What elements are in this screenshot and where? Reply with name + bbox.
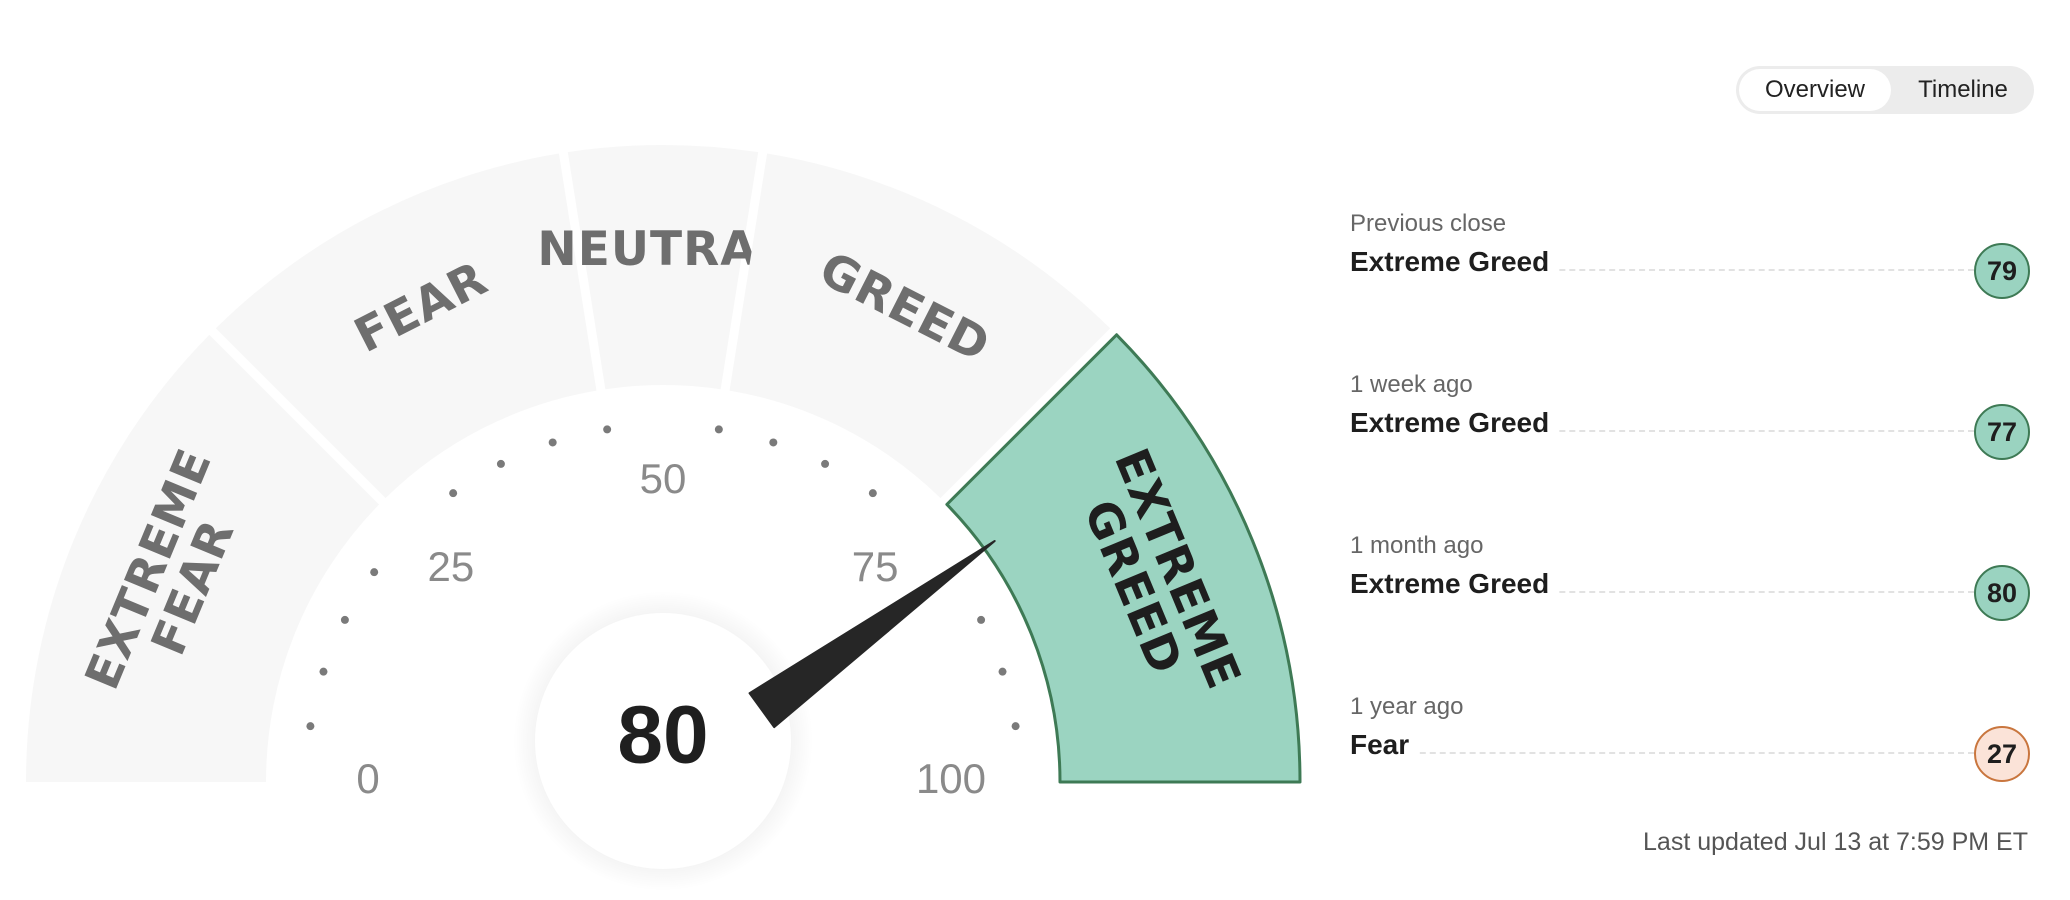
gauge-segment-greed: GREED bbox=[729, 153, 1111, 499]
scale-dot bbox=[998, 667, 1007, 676]
segment-band bbox=[26, 334, 380, 782]
dashed-leader bbox=[1360, 269, 1974, 271]
history-period: 1 week ago bbox=[1350, 371, 1473, 398]
tick-label-0: 0 bbox=[356, 755, 379, 802]
tick-label-50: 50 bbox=[640, 455, 687, 502]
history-value-badge: 77 bbox=[1974, 404, 2030, 460]
segment-band bbox=[215, 153, 597, 499]
history-rating: Extreme Greed bbox=[1350, 246, 1560, 278]
history-value-badge: 80 bbox=[1974, 565, 2030, 621]
gauge-needle bbox=[748, 540, 996, 729]
current-score: 80 bbox=[617, 690, 708, 781]
history-rating: Extreme Greed bbox=[1350, 407, 1560, 439]
scale-dot bbox=[714, 425, 723, 434]
history-row-1-week: 1 week ago Extreme Greed 77 bbox=[1350, 371, 2030, 532]
history-value-badge: 27 bbox=[1974, 726, 2030, 782]
scale-dot bbox=[603, 425, 612, 434]
tab-overview[interactable]: Overview bbox=[1739, 69, 1891, 111]
scale-dot bbox=[1011, 722, 1020, 731]
history-period: Previous close bbox=[1350, 210, 1507, 237]
scale-dot bbox=[306, 722, 315, 731]
tick-label-100: 100 bbox=[916, 755, 986, 802]
gauge-segment-fear: FEAR bbox=[215, 153, 597, 499]
scale-dot bbox=[977, 615, 986, 624]
dashed-leader bbox=[1360, 430, 1974, 432]
scale-dot bbox=[769, 438, 778, 447]
scale-dot bbox=[821, 459, 830, 468]
dashed-leader bbox=[1360, 591, 1974, 593]
history-value-badge: 79 bbox=[1974, 243, 2030, 299]
historical-values: Previous close Extreme Greed 79 1 week a… bbox=[1350, 210, 2030, 854]
segment-label-neutral: NEUTRAL bbox=[537, 222, 788, 277]
tab-timeline[interactable]: Timeline bbox=[1918, 76, 2008, 103]
scale-dot bbox=[319, 667, 328, 676]
scale-dot bbox=[496, 459, 505, 468]
history-rating: Fear bbox=[1350, 729, 1420, 761]
history-row-previous-close: Previous close Extreme Greed 79 bbox=[1350, 210, 2030, 371]
gauge-segment-neutral: NEUTRAL bbox=[537, 145, 788, 390]
history-row-1-month: 1 month ago Extreme Greed 80 bbox=[1350, 532, 2030, 693]
scale-dot bbox=[449, 489, 458, 498]
tick-label-25: 25 bbox=[428, 543, 475, 590]
tick-label-75: 75 bbox=[852, 543, 899, 590]
last-updated-text: Last updated Jul 13 at 7:59 PM ET bbox=[1643, 828, 2028, 856]
segment-band bbox=[567, 145, 759, 390]
gauge-segment-extreme-greed: EXTREMEGREED bbox=[945, 333, 1302, 784]
scale-dot bbox=[340, 615, 349, 624]
history-rating: Extreme Greed bbox=[1350, 568, 1560, 600]
segment-band bbox=[729, 153, 1111, 499]
history-period: 1 year ago bbox=[1350, 693, 1464, 720]
scale-dot bbox=[370, 568, 379, 577]
dashed-leader bbox=[1360, 752, 1974, 754]
history-row-1-year: 1 year ago Fear 27 bbox=[1350, 693, 2030, 854]
scale-dot bbox=[868, 489, 877, 498]
gauge-hub bbox=[535, 613, 791, 869]
view-toggle: Overview Timeline bbox=[1736, 66, 2034, 114]
history-period: 1 month ago bbox=[1350, 532, 1484, 559]
scale-dot bbox=[548, 438, 557, 447]
segment-band bbox=[945, 333, 1302, 784]
